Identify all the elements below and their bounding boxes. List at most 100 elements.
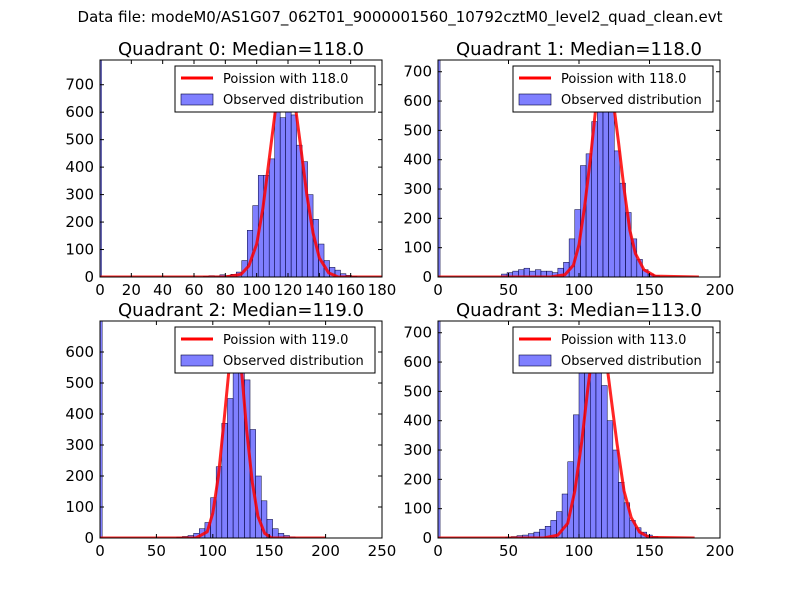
y-tick-label: 300 [403,180,432,198]
histogram-bar [290,114,297,277]
x-tick-label: 50 [499,542,518,560]
subplot-quadrant-1: 0 50 100 150 200 0 100 200 300 400 500 600 700 Quadra… [403,39,734,299]
axes-frame [99,59,383,278]
y-tick-label: 500 [403,121,432,139]
x-tick-label: 140 [305,281,334,299]
y-tick-label: 700 [65,76,94,94]
x-tick-label: 50 [147,542,166,560]
y-tick-label: 200 [403,209,432,227]
legend-observed-label: Observed distribution [223,354,364,369]
x-tick-label: 150 [255,542,284,560]
legend: Poission with 119.0 Observed distribution [174,326,376,374]
histogram-bar [100,60,102,277]
x-tick-label: 50 [499,281,518,299]
histogram-bar [608,100,615,277]
histogram-bar [601,385,608,538]
x-tick-label: 80 [216,281,235,299]
x-tick-label: 0 [433,542,443,560]
histogram-bar [595,361,602,538]
x-tick-label: 100 [198,542,227,560]
x-tick-label: 150 [635,281,664,299]
x-tick-label: 0 [95,542,105,560]
x-tick-label: 0 [433,281,443,299]
subplot-title: Quadrant 3: Median=113.0 [456,300,702,321]
histogram-bar [614,150,621,277]
legend-poisson-label: Poission with 118.0 [561,72,686,87]
x-tick-label: 100 [565,542,594,560]
plot-area [100,321,326,538]
y-tick-label: 100 [403,500,432,518]
y-tick-label: 0 [422,529,432,547]
legend-poisson-label: Poission with 119.0 [223,333,348,348]
subplot-quadrant-2: 0 50 100 150 200 250 0 100 200 300 400 500 600 Quadra… [65,300,396,560]
x-tick-label: 0 [95,281,105,299]
x-tick-label: 60 [184,281,203,299]
x-tick-label: 40 [153,281,172,299]
legend-poisson-label: Poission with 118.0 [223,72,348,87]
y-tick-label: 700 [403,63,432,81]
x-tick-label: 120 [274,281,303,299]
histogram-bar [606,420,614,538]
legend-observed-label: Observed distribution [223,93,364,108]
y-tick-label: 500 [65,374,94,392]
legend: Poission with 113.0 Observed distribution [512,326,714,374]
x-tick-label: 180 [368,281,397,299]
legend-observed-label: Observed distribution [561,93,702,108]
y-tick-label: 200 [65,467,94,485]
x-tick-label: 20 [122,281,141,299]
subplot-quadrant-3: 0 50 100 150 200 0 100 200 300 400 500 600 700 Quadra… [403,300,734,560]
x-tick-label: 100 [242,281,271,299]
subplot-quadrant-0: 0 20 40 60 80 100 120 140 160 1800100200300400500… [65,39,396,299]
y-tick-label: 600 [65,343,94,361]
x-tick-label: 100 [565,281,594,299]
x-tick-label: 200 [706,542,735,560]
y-tick-label: 100 [65,498,94,516]
subplot-title: Quadrant 2: Median=119.0 [118,300,364,321]
y-tick-label: 400 [403,151,432,169]
y-tick-label: 300 [65,186,94,204]
y-tick-label: 0 [84,268,94,286]
histogram-bar [100,321,103,538]
x-tick-label: 150 [635,542,664,560]
histogram-bar [285,100,292,277]
legend-observed-swatch [180,93,214,106]
histogram-bar [227,398,234,538]
legend-observed-label: Observed distribution [561,354,702,369]
legend-poisson-label: Poission with 113.0 [561,333,686,348]
legend-observed-swatch [518,93,552,106]
legend: Poission with 118.0 Observed distribution [174,65,376,113]
figure-title: Data file: modeM0/AS1G07_062T01_90000015… [77,8,723,26]
histogram-bar [438,321,441,538]
y-tick-label: 400 [65,158,94,176]
x-tick-label: 200 [311,542,340,560]
legend: Poission with 118.0 Observed distribution [512,65,714,113]
x-tick-label: 250 [368,542,397,560]
legend-observed-swatch [518,354,552,367]
histogram-bar [268,158,275,277]
y-tick-label: 700 [403,324,432,342]
axes-frame [99,320,383,539]
x-tick-label: 200 [706,281,735,299]
subplot-title: Quadrant 0: Median=118.0 [118,39,364,60]
histogram-bar [279,117,286,277]
y-tick-label: 600 [65,103,94,121]
histogram-bar [602,89,609,277]
legend-observed-swatch [180,354,214,367]
x-tick-label: 160 [336,281,365,299]
y-tick-label: 100 [403,239,432,257]
subplot-title: Quadrant 1: Median=118.0 [456,39,702,60]
histogram-bar [438,60,441,277]
y-tick-label: 300 [403,441,432,459]
histogram-bar [612,449,619,538]
y-tick-label: 200 [403,470,432,488]
y-tick-label: 500 [403,382,432,400]
y-tick-label: 600 [403,353,432,371]
histogram-bar [232,348,239,538]
y-tick-label: 300 [65,436,94,454]
y-tick-label: 200 [65,213,94,231]
y-tick-label: 0 [422,268,432,286]
y-tick-label: 500 [65,131,94,149]
histogram-bar [561,493,568,538]
